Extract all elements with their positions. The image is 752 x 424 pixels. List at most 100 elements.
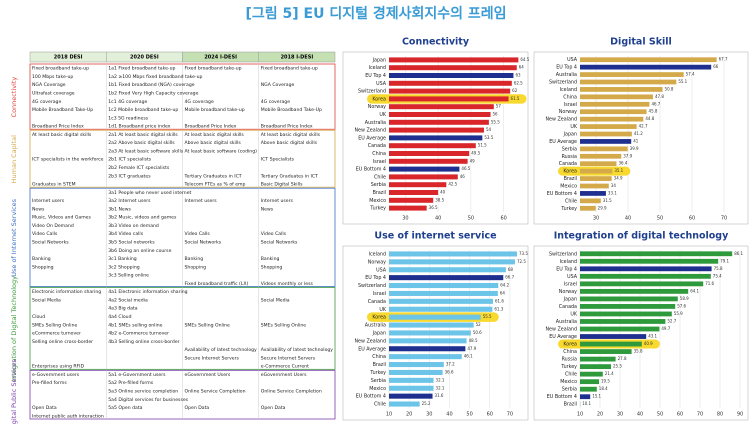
value-label: 62: [512, 88, 518, 93]
value-label: 66: [713, 64, 719, 69]
category-label: Iceland: [560, 259, 577, 265]
bar: [389, 80, 512, 86]
table-cell: 3a1 People who never used internet: [108, 190, 191, 196]
category-label: China: [563, 349, 577, 355]
category-label: EU Average: [549, 334, 577, 340]
value-label: 34: [611, 183, 617, 188]
bar: [580, 161, 617, 167]
x-tick-label: 70: [697, 412, 703, 418]
table-cell: ICT specialists in the workforce: [32, 157, 104, 163]
value-label: 18.4: [599, 386, 608, 391]
value-label: 64: [519, 65, 525, 70]
value-label: 27.8: [618, 356, 627, 361]
value-label: 46.7: [651, 101, 660, 106]
value-label: 36.4: [618, 161, 627, 166]
table-cell: 2a1 At least basic digital skills: [108, 132, 178, 138]
chart-title: Integration of digital technology: [554, 231, 729, 242]
table-cell: Video On Demand: [32, 223, 74, 229]
category-label: Australia: [556, 319, 577, 325]
category-label: EU Average: [549, 139, 577, 145]
table-cell: Videos monthly or less: [261, 281, 314, 287]
category-label: EU Bottom 4: [356, 167, 386, 173]
x-tick-label: 40: [435, 216, 441, 222]
table-cell: Secure Internet Servers: [261, 355, 316, 361]
value-label: 31.6: [435, 393, 444, 398]
x-tick-label: 70: [507, 412, 513, 418]
category-label: USA: [567, 274, 578, 280]
bar: [580, 205, 596, 211]
table-cell: Secure Internet Servers: [185, 355, 240, 361]
bar: [580, 191, 606, 196]
category-label: USA: [376, 267, 387, 273]
x-tick-label: 50: [468, 216, 474, 222]
table-cell: Fixed broadband take-up: [185, 66, 242, 72]
category-label: Chile: [565, 372, 577, 378]
bar: [580, 386, 597, 392]
value-label: 25.5: [613, 364, 622, 369]
table-cell: eGovernment Users: [261, 372, 307, 378]
table-cell: News: [261, 206, 274, 212]
value-label: 36.5: [429, 205, 438, 210]
category-label: Japan: [372, 330, 386, 336]
category-label: EU Bottom 4: [547, 394, 577, 400]
table-cell: Fixed broadband take-up: [32, 66, 89, 72]
table-cell: Open Data: [261, 405, 286, 411]
value-label: 67.7: [719, 57, 728, 62]
category-label: Israel: [373, 159, 386, 165]
table-cell: Video Calls: [32, 231, 58, 237]
value-label: 72.5: [517, 259, 526, 264]
category-label: Turkey: [369, 370, 386, 376]
value-label: 35.8: [634, 349, 643, 354]
x-tick-label: 50: [657, 216, 663, 222]
group-label: Human Capital: [10, 135, 18, 183]
table-cell: e-Commerce Current: [261, 364, 309, 370]
table-cell: SMEs Selling Online: [261, 322, 306, 328]
table-cell: Social Media: [261, 297, 290, 303]
table-cell: NGA Coverage: [32, 82, 66, 88]
table-cell: Telecom FTEs as % of emp: [184, 182, 246, 188]
value-label: 41.2: [634, 131, 643, 136]
value-label: 79.1: [720, 258, 729, 263]
bar: [580, 116, 644, 122]
table-cell: Shopping: [185, 264, 207, 270]
category-label: Brazil: [564, 176, 577, 182]
category-label: Serbia: [371, 378, 386, 384]
category-label: Russia: [562, 154, 577, 160]
table-cell: 5a2 Pre-filled forms: [108, 380, 153, 386]
value-label: 55.1: [678, 79, 687, 84]
bar: [580, 139, 632, 144]
category-label: Brazil: [373, 362, 386, 368]
table-cell: Social Networks: [185, 240, 222, 246]
category-label: Mexico: [560, 184, 577, 190]
bar: [389, 119, 489, 125]
table-cell: Music, Videos and Games: [32, 215, 91, 221]
category-label: Iceland: [369, 65, 386, 71]
header-text: 2018 DESI: [54, 55, 83, 61]
bar: [389, 96, 509, 102]
category-label: Australia: [365, 120, 386, 126]
bar: [389, 369, 443, 375]
category-label: USA: [376, 81, 387, 87]
category-label: Korea: [563, 342, 577, 348]
table-cell: 2b1 ICT specialists: [108, 157, 152, 163]
table-cell: Selling online cross-border: [32, 339, 93, 345]
category-label: New Zealand: [545, 117, 577, 123]
table-cell: Mobile broadband take-up: [185, 107, 245, 113]
bar: [389, 143, 476, 149]
category-label: EU Average: [358, 135, 386, 141]
bar: [580, 304, 676, 309]
bar: [389, 182, 447, 188]
table-cell: Mobile Broadband Take-Up: [32, 107, 93, 113]
table-cell: At least basic digital skills: [185, 132, 245, 138]
figure-title: [그림 5] EU 디지털 경제사회지수의 프레임: [245, 5, 506, 22]
category-label: Switzerland: [358, 283, 386, 289]
bar: [389, 306, 493, 312]
category-label: Norway: [559, 109, 577, 115]
x-tick-label: 40: [637, 412, 643, 418]
category-label: UK: [379, 112, 387, 118]
bar: [580, 326, 660, 332]
value-label: 56: [493, 112, 499, 117]
value-label: 42.7: [639, 124, 648, 129]
category-label: Norway: [559, 289, 577, 295]
